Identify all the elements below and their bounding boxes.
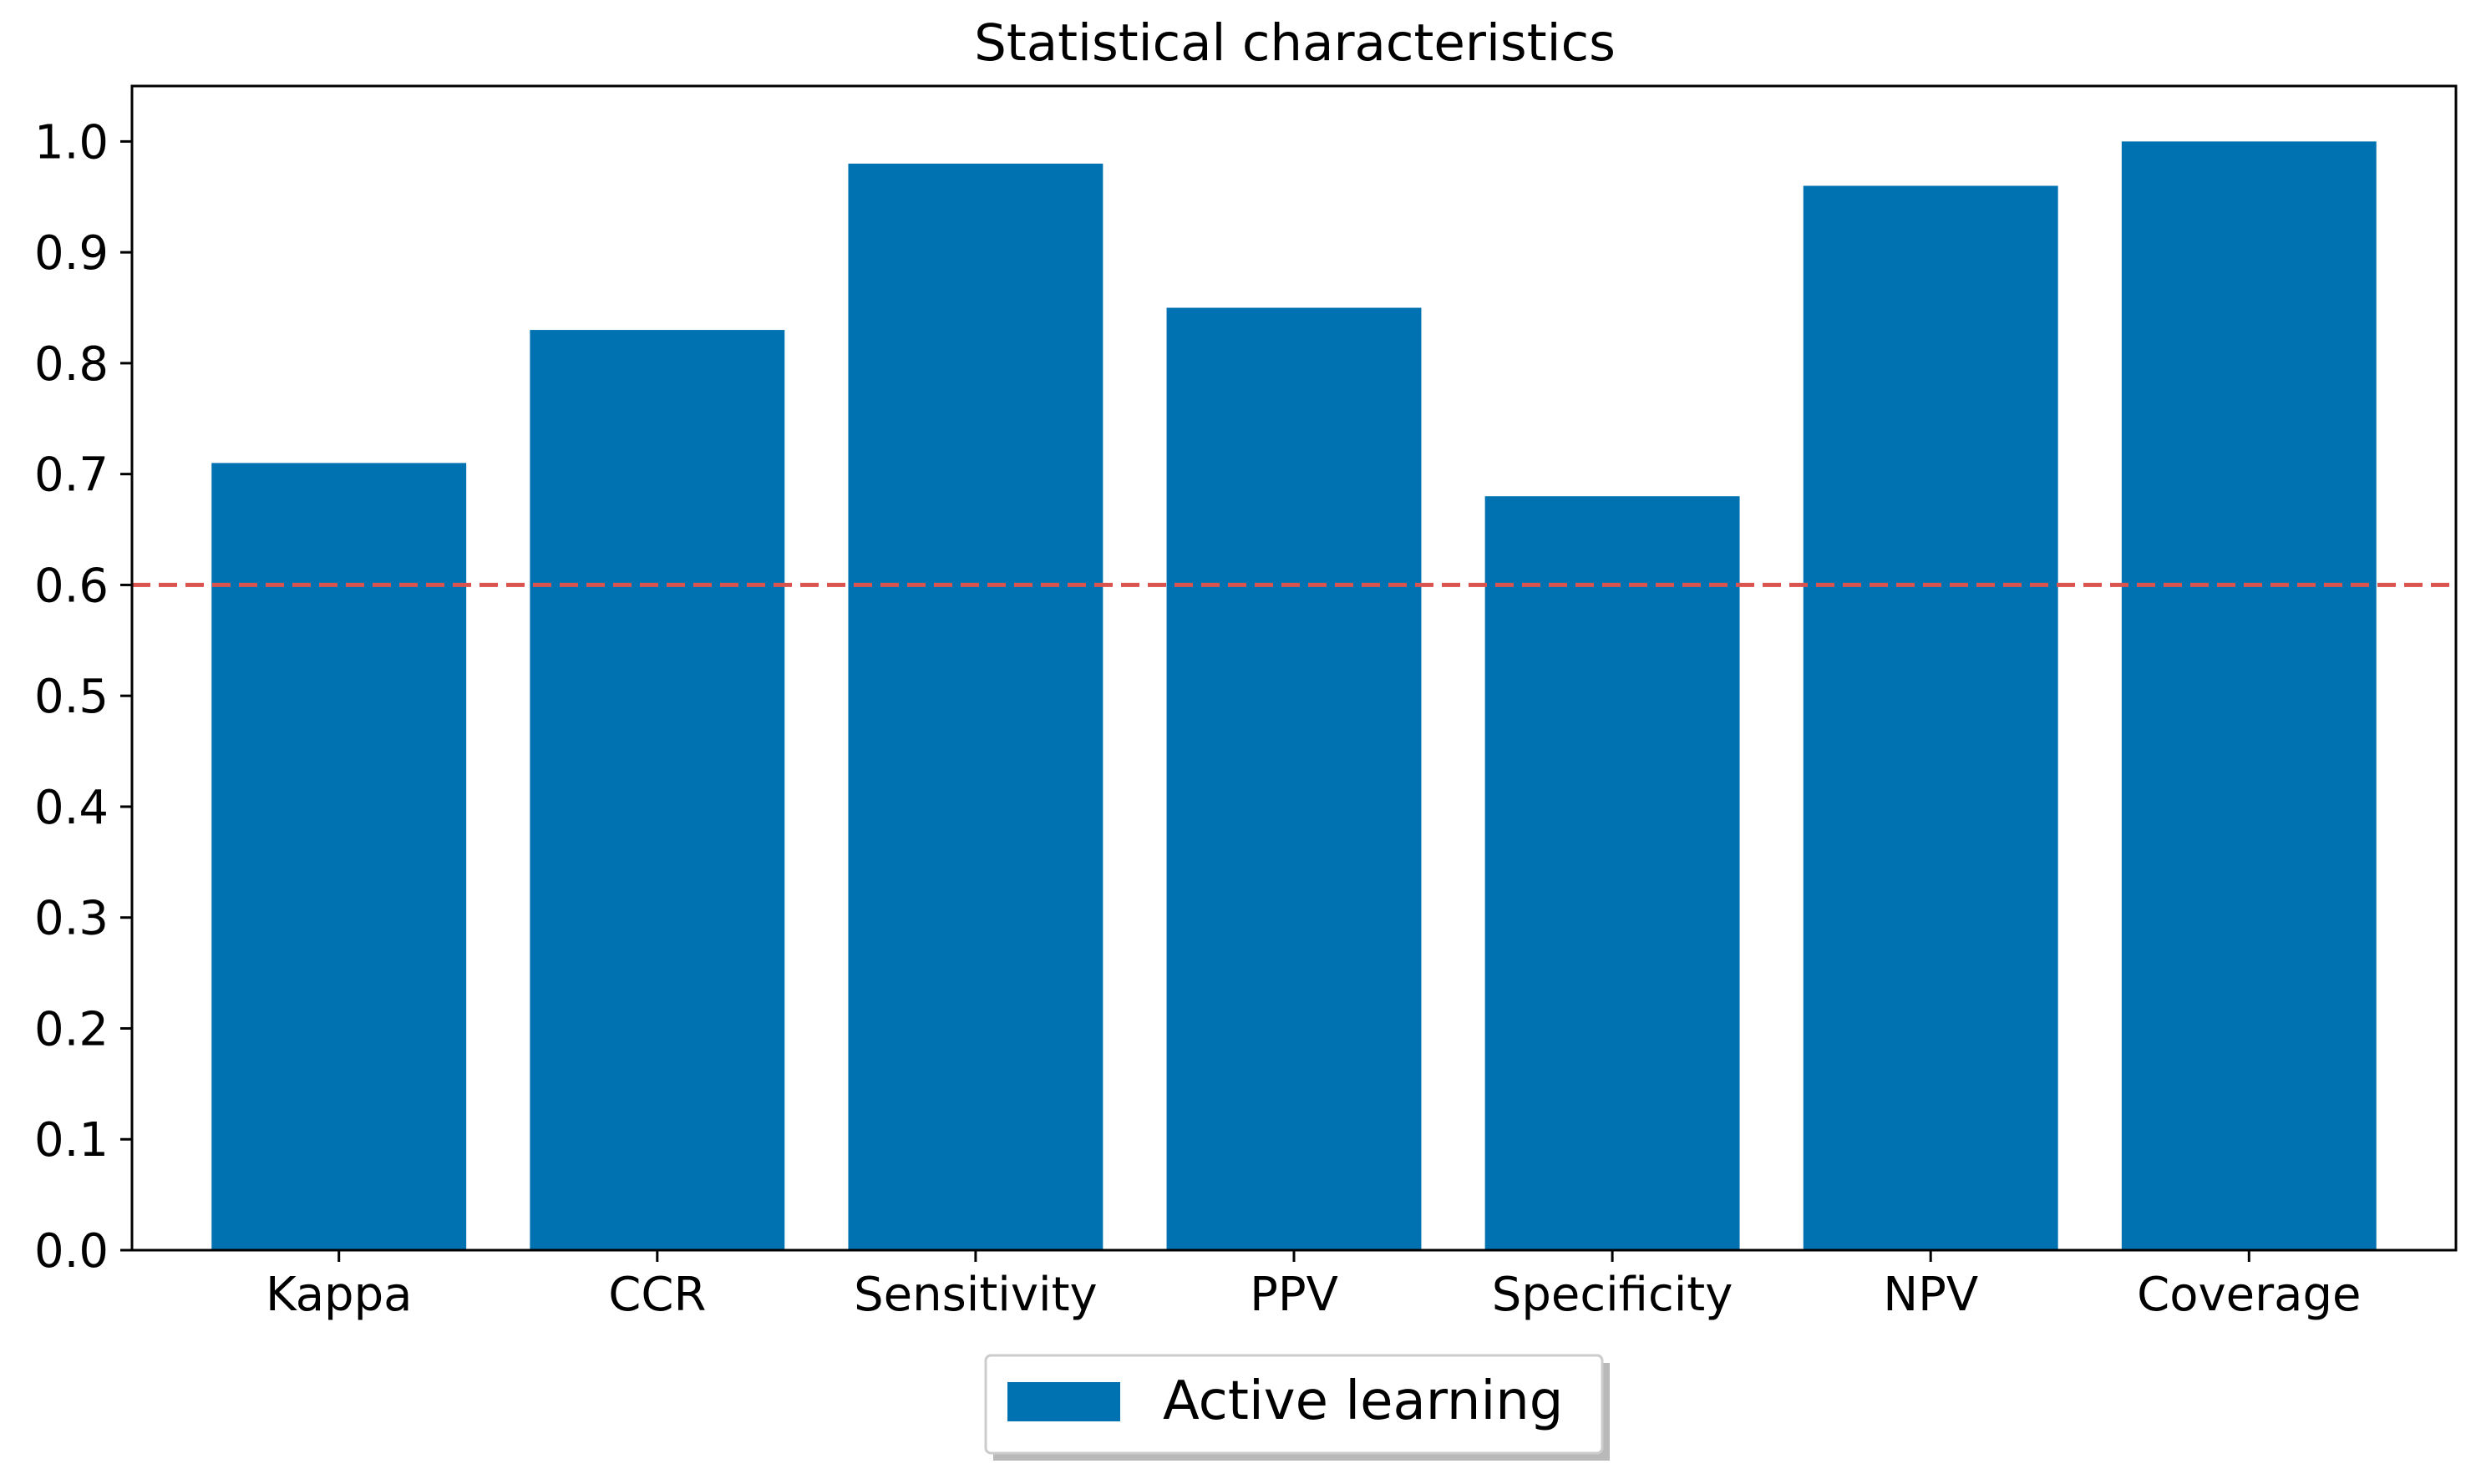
legend-label: Active learning bbox=[1163, 1370, 1563, 1432]
bar-coverage bbox=[2121, 141, 2377, 1250]
chart-title: Statistical characteristics bbox=[974, 13, 1616, 73]
bar-specificity bbox=[1484, 496, 1740, 1250]
y-tick-label: 0.8 bbox=[34, 337, 109, 392]
legend-frame bbox=[984, 1354, 1604, 1455]
legend-swatch bbox=[1007, 1382, 1120, 1421]
y-tick-label: 0.6 bbox=[34, 559, 109, 613]
y-tick-label: 0.3 bbox=[34, 892, 109, 946]
bar-sensitivity bbox=[848, 163, 1104, 1251]
y-tick-label: 0.9 bbox=[34, 226, 109, 281]
y-tick-label: 0.7 bbox=[34, 448, 109, 503]
legend: Active learning bbox=[984, 1354, 1610, 1461]
y-tick-label: 0.2 bbox=[34, 1002, 109, 1056]
y-tick-label: 1.0 bbox=[34, 115, 109, 170]
x-tick-label-coverage: Coverage bbox=[2137, 1268, 2361, 1322]
x-axis-ticks: Kappa CCR Sensitivity PPV Specificity NPV Cove… bbox=[266, 1250, 2361, 1322]
x-tick-label-kappa: Kappa bbox=[266, 1268, 412, 1322]
bar-npv bbox=[1803, 185, 2058, 1251]
y-tick-label: 0.0 bbox=[34, 1224, 109, 1279]
bars-layer bbox=[211, 141, 2377, 1251]
y-tick-label: 0.5 bbox=[34, 670, 109, 724]
bar-kappa bbox=[211, 463, 467, 1250]
bar-ppv bbox=[1166, 307, 1422, 1250]
y-tick-label: 0.4 bbox=[34, 781, 109, 835]
bar-ccr bbox=[530, 330, 785, 1251]
y-axis-ticks: 0.0 0.1 0.2 0.3 0.4 0.5 0.6 0.7 0.8 0.9 1.0 bbox=[34, 115, 132, 1279]
x-tick-label-npv: NPV bbox=[1883, 1268, 1978, 1322]
x-tick-label-ccr: CCR bbox=[608, 1268, 706, 1322]
x-tick-label-specificity: Specificity bbox=[1492, 1268, 1733, 1322]
x-tick-label-sensitivity: Sensitivity bbox=[854, 1268, 1098, 1322]
y-tick-label: 0.1 bbox=[34, 1113, 109, 1167]
x-tick-label-ppv: PPV bbox=[1250, 1268, 1338, 1322]
